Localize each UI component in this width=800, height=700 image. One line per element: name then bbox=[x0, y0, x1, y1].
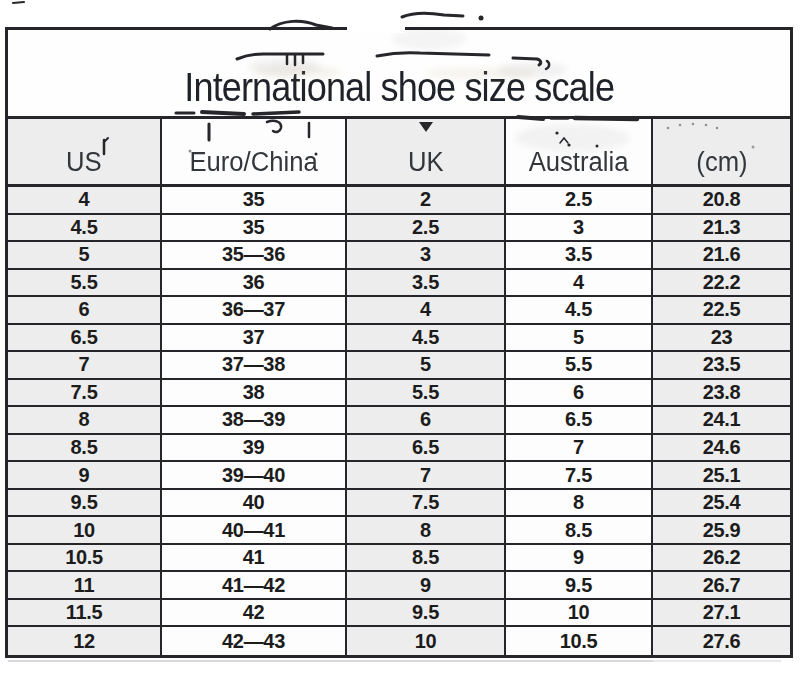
table-cell: 7 bbox=[347, 462, 506, 490]
table-cell: 24.1 bbox=[653, 407, 790, 435]
table-cell: 3.5 bbox=[347, 270, 506, 298]
column-header-australia: Australia bbox=[506, 119, 653, 187]
table-cell: 4 bbox=[506, 270, 653, 298]
table-cell: 35 bbox=[162, 215, 347, 243]
table-cell: 2.5 bbox=[347, 215, 506, 243]
table-cell: 25.9 bbox=[653, 517, 790, 545]
table-cell: 9.5 bbox=[8, 490, 162, 518]
table-cell: 42 bbox=[162, 600, 347, 628]
column-header-cm: (cm) bbox=[653, 119, 790, 187]
table-cell: 9 bbox=[506, 545, 653, 573]
table-cell: 3 bbox=[506, 215, 653, 243]
table-cell: 7.5 bbox=[8, 380, 162, 408]
table-cell: 9 bbox=[8, 462, 162, 490]
table-cell: 2.5 bbox=[506, 187, 653, 215]
table-cell: 37 bbox=[162, 325, 347, 353]
column-header-uk: UK bbox=[347, 119, 506, 187]
table-cell: 3.5 bbox=[506, 242, 653, 270]
table-cell: 11.5 bbox=[8, 600, 162, 628]
table-cell: 23.8 bbox=[653, 380, 790, 408]
table-cell: 36 bbox=[162, 270, 347, 298]
column-header-us: US bbox=[8, 119, 162, 187]
table-cell: 23 bbox=[653, 325, 790, 353]
table-cell: 8 bbox=[8, 407, 162, 435]
table-cell: 27.1 bbox=[653, 600, 790, 628]
table-cell: 11 bbox=[8, 572, 162, 600]
table-cell: 5 bbox=[347, 352, 506, 380]
table-cell: 7.5 bbox=[506, 462, 653, 490]
table-cell: 10 bbox=[8, 517, 162, 545]
table-cell: 40—41 bbox=[162, 517, 347, 545]
page-title-text: International shoe size scale bbox=[184, 64, 614, 111]
table-cell: 22.5 bbox=[653, 297, 790, 325]
table-cell: 12 bbox=[8, 627, 162, 655]
table-cell: 5.5 bbox=[8, 270, 162, 298]
table-cell: 9 bbox=[347, 572, 506, 600]
table-cell: 22.2 bbox=[653, 270, 790, 298]
table-bottom-shadow bbox=[8, 660, 653, 662]
table-cell: 5 bbox=[8, 242, 162, 270]
table-cell: 23.5 bbox=[653, 352, 790, 380]
table-cell: 8 bbox=[506, 490, 653, 518]
table-cell: 6.5 bbox=[347, 435, 506, 463]
table-cell: 21.3 bbox=[653, 215, 790, 243]
table-cell: 41—42 bbox=[162, 572, 347, 600]
table-cell: 4 bbox=[8, 187, 162, 215]
table-cell: 39—40 bbox=[162, 462, 347, 490]
table-cell: 39 bbox=[162, 435, 347, 463]
table-cell: 25.4 bbox=[653, 490, 790, 518]
table-cell: 2 bbox=[347, 187, 506, 215]
table-cell: 35 bbox=[162, 187, 347, 215]
table-cell: 27.6 bbox=[653, 627, 790, 655]
table-cell: 38 bbox=[162, 380, 347, 408]
table-cell: 42—43 bbox=[162, 627, 347, 655]
table-cell: 24.6 bbox=[653, 435, 790, 463]
table-cell: 8.5 bbox=[506, 517, 653, 545]
table-cell: 20.8 bbox=[653, 187, 790, 215]
table-cell: 9.5 bbox=[347, 600, 506, 628]
table-cell: 37—38 bbox=[162, 352, 347, 380]
table-cell: 4 bbox=[347, 297, 506, 325]
table-cell: 6.5 bbox=[506, 407, 653, 435]
table-cell: 6 bbox=[8, 297, 162, 325]
table-cell: 10.5 bbox=[506, 627, 653, 655]
table-cell: 35—36 bbox=[162, 242, 347, 270]
table-cell: 9.5 bbox=[506, 572, 653, 600]
table-cell: 26.2 bbox=[653, 545, 790, 573]
table-cell: 5 bbox=[506, 325, 653, 353]
table-cell: 4.5 bbox=[506, 297, 653, 325]
table-cell: 41 bbox=[162, 545, 347, 573]
table-cell: 8.5 bbox=[347, 545, 506, 573]
table-cell: 38—39 bbox=[162, 407, 347, 435]
table-cell: 6.5 bbox=[8, 325, 162, 353]
column-header-euro-china: Euro/China bbox=[162, 119, 347, 187]
table-cell: 8 bbox=[347, 517, 506, 545]
table-cell: 10 bbox=[506, 600, 653, 628]
shoe-size-table: International shoe size scale US Euro/Ch… bbox=[5, 27, 793, 658]
table-cell: 7 bbox=[506, 435, 653, 463]
table-cell: 5.5 bbox=[506, 352, 653, 380]
table-cell: 7 bbox=[8, 352, 162, 380]
table-cell: 5.5 bbox=[347, 380, 506, 408]
table-cell: 10 bbox=[347, 627, 506, 655]
table-cell: 25.1 bbox=[653, 462, 790, 490]
table-cell: 3 bbox=[347, 242, 506, 270]
table-cell: 26.7 bbox=[653, 572, 790, 600]
table-cell: 40 bbox=[162, 490, 347, 518]
table-cell: 7.5 bbox=[347, 490, 506, 518]
table-cell: 8.5 bbox=[8, 435, 162, 463]
table-cell: 6 bbox=[506, 380, 653, 408]
table-bottom-shadow bbox=[653, 660, 781, 662]
table-cell: 6 bbox=[347, 407, 506, 435]
table-cell: 10.5 bbox=[8, 545, 162, 573]
table-cell: 4.5 bbox=[8, 215, 162, 243]
table-cell: 36—37 bbox=[162, 297, 347, 325]
page-title: International shoe size scale bbox=[8, 30, 790, 119]
table-cell: 21.6 bbox=[653, 242, 790, 270]
table-cell: 4.5 bbox=[347, 325, 506, 353]
